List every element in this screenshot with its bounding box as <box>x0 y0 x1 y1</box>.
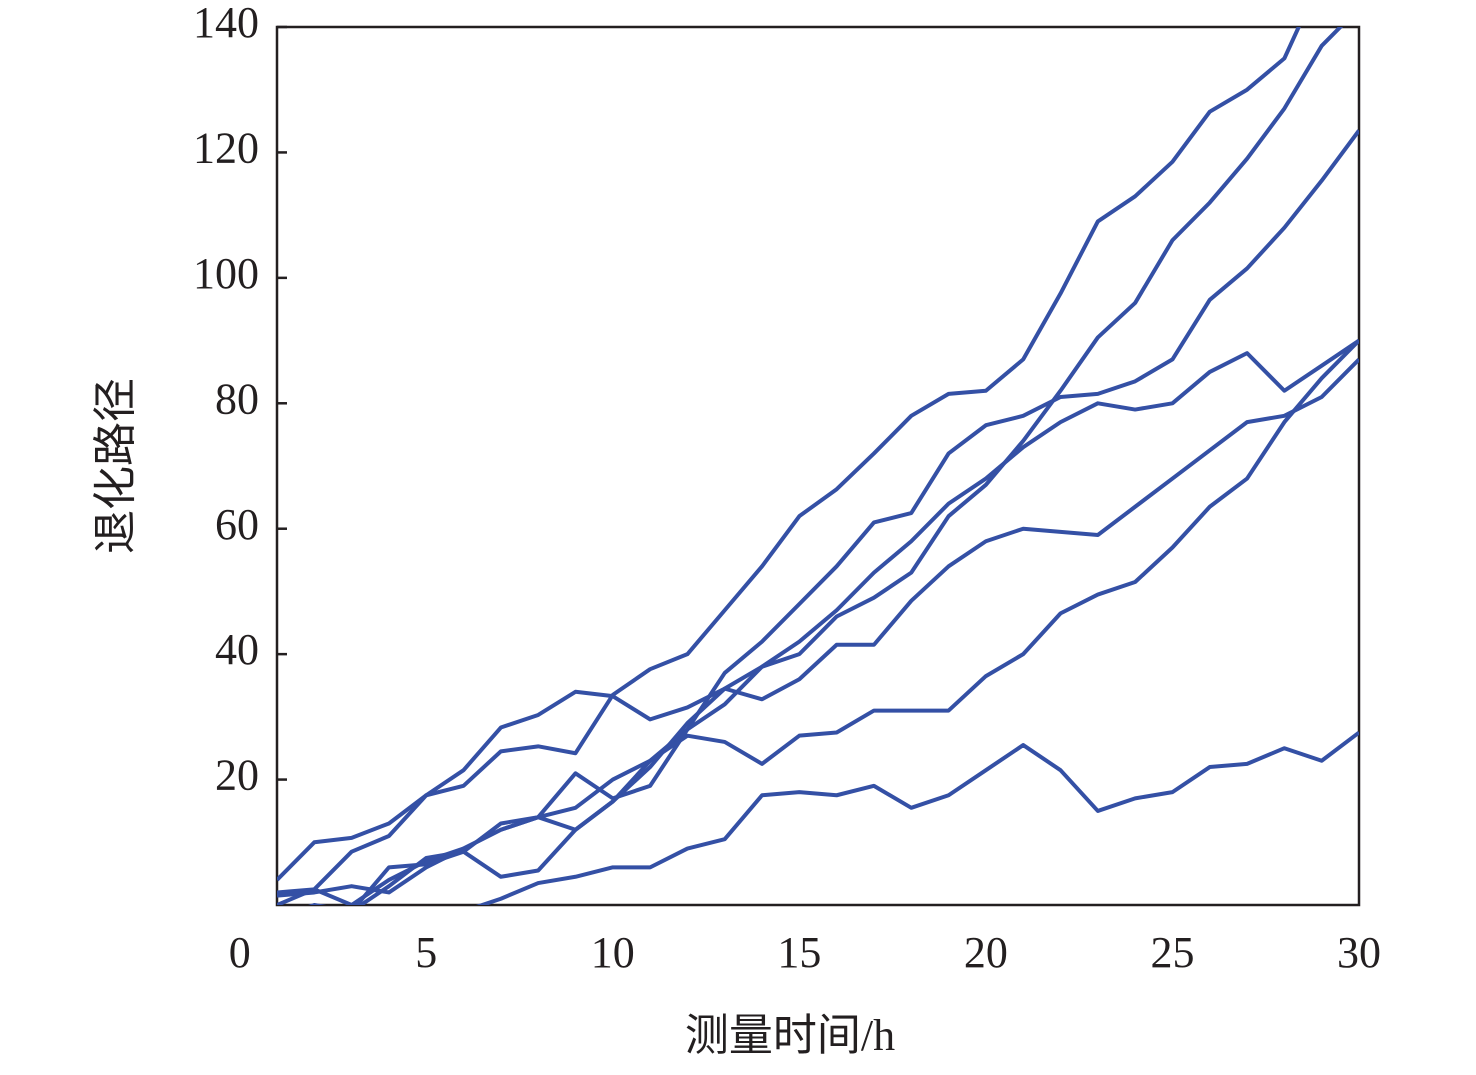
x-tick-label: 30 <box>1337 928 1381 977</box>
plot-area <box>277 27 1359 905</box>
x-tick-label: 10 <box>591 928 635 977</box>
x-axis-label: 测量时间/h <box>685 1011 895 1060</box>
series-line <box>277 338 1359 898</box>
series-line <box>475 730 1359 905</box>
y-tick-label: 80 <box>215 374 259 423</box>
y-tick-label: 100 <box>193 249 259 298</box>
x-tick-label: 0 <box>229 928 251 977</box>
series-line <box>308 129 1359 905</box>
x-tick-label: 15 <box>777 928 821 977</box>
series-line <box>277 27 1344 905</box>
y-tick-label: 120 <box>193 124 259 173</box>
x-tick-label: 25 <box>1150 928 1194 977</box>
x-tick-label: 20 <box>964 928 1008 977</box>
y-tick-label: 40 <box>215 625 259 674</box>
plot-frame <box>275 25 1361 907</box>
y-axis-label: 退化路径 <box>91 378 140 554</box>
series-line <box>277 27 1301 895</box>
series-line <box>277 357 1359 882</box>
y-tick-label: 60 <box>215 500 259 549</box>
series-line <box>354 339 1359 905</box>
y-tick-label: 20 <box>215 751 259 800</box>
x-tick-label: 5 <box>415 928 437 977</box>
y-tick-label: 140 <box>193 0 259 47</box>
